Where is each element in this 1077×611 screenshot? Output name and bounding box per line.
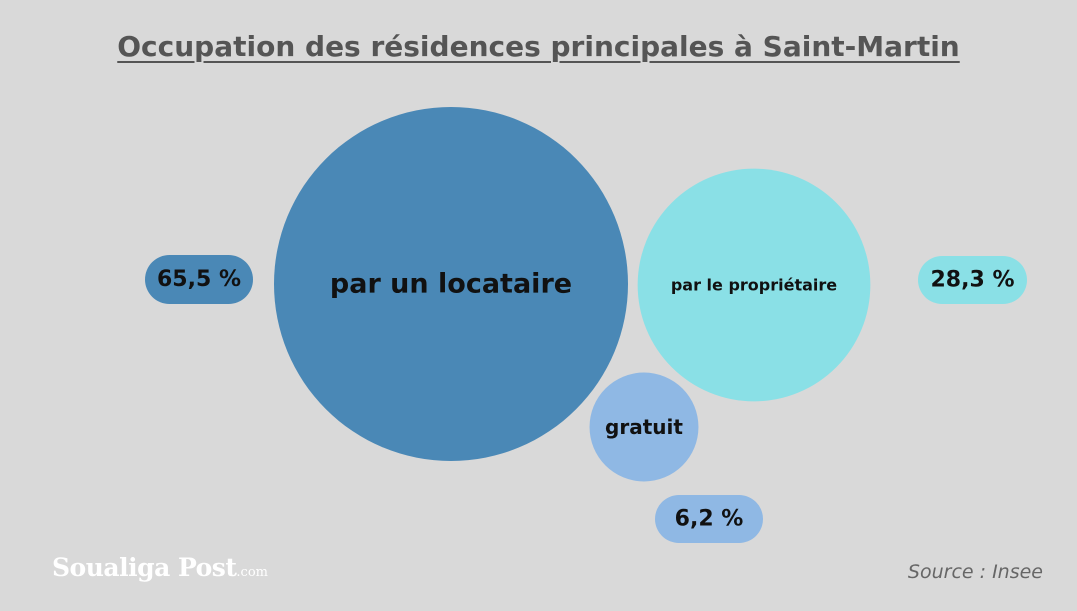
bubble-label-gratuit: gratuit — [605, 415, 683, 439]
logo-text: Soualiga Post — [52, 553, 237, 582]
value-pill-gratuit — [655, 495, 763, 543]
source-note: Source : Insee — [907, 561, 1043, 583]
bubble-label-par-le-proprietaire: par le propriétaire — [671, 276, 837, 295]
bubble-par-un-locataire — [274, 107, 628, 461]
logo-suffix: .com — [236, 565, 268, 580]
value-pill-par-un-locataire — [145, 255, 253, 304]
chart-title: Occupation des résidences principales à … — [117, 30, 960, 63]
value-label-par-le-proprietaire: 28,3 % — [931, 268, 1015, 293]
value-pill-par-le-proprietaire — [918, 256, 1027, 304]
value-label-par-un-locataire: 65,5 % — [157, 267, 241, 292]
bubble-label-par-un-locataire: par un locataire — [330, 269, 572, 300]
bubble-par-le-proprietaire — [637, 168, 871, 402]
bubble-gratuit — [589, 372, 699, 482]
soualiga-post-logo: Soualiga Post.com — [52, 553, 268, 582]
value-label-gratuit: 6,2 % — [675, 507, 744, 532]
